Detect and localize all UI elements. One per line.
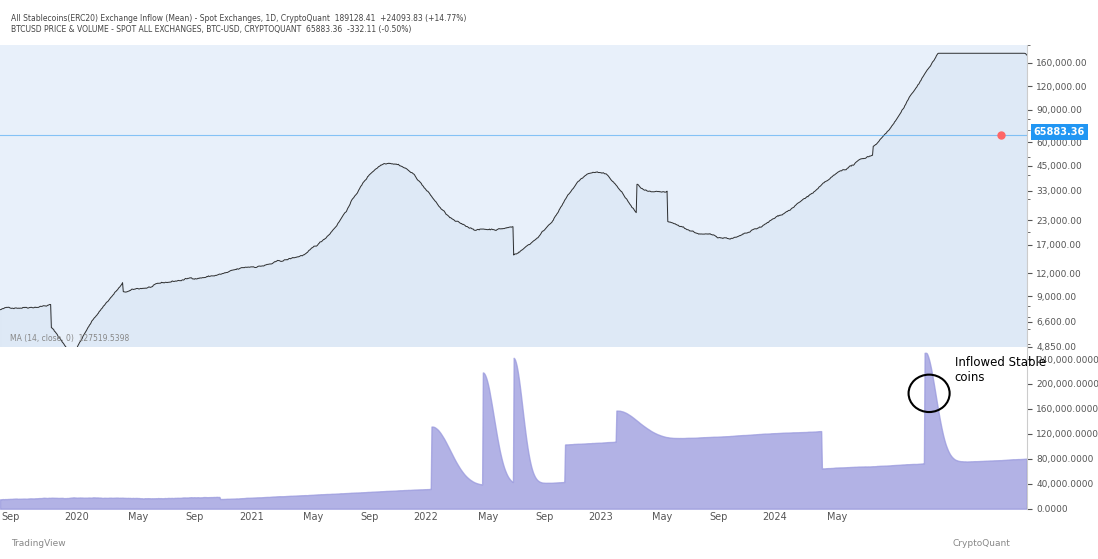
Text: Inflowed Stable
coins: Inflowed Stable coins xyxy=(955,356,1046,384)
Text: CryptoQuant: CryptoQuant xyxy=(952,539,1010,548)
Text: Sep: Sep xyxy=(186,512,204,522)
Text: MA (14, close, 0)  127519.5398: MA (14, close, 0) 127519.5398 xyxy=(10,334,130,343)
Text: TradingView: TradingView xyxy=(11,539,66,548)
Text: May: May xyxy=(652,512,672,522)
Text: May: May xyxy=(478,512,497,522)
Text: 2024: 2024 xyxy=(763,512,787,522)
Text: 65883.36: 65883.36 xyxy=(1033,127,1085,137)
Text: May: May xyxy=(827,512,847,522)
Text: Sep: Sep xyxy=(1,512,20,522)
Text: 2022: 2022 xyxy=(414,512,438,522)
Text: BTCUSD PRICE & VOLUME - SPOT ALL EXCHANGES, BTC-USD, CRYPTOQUANT  65883.36  -332: BTCUSD PRICE & VOLUME - SPOT ALL EXCHANG… xyxy=(11,25,412,34)
Text: 2020: 2020 xyxy=(65,512,89,522)
Text: 2023: 2023 xyxy=(589,512,613,522)
Text: All Stablecoins(ERC20) Exchange Inflow (Mean) - Spot Exchanges, 1D, CryptoQuant : All Stablecoins(ERC20) Exchange Inflow (… xyxy=(11,14,467,23)
Text: Sep: Sep xyxy=(535,512,553,522)
Text: May: May xyxy=(303,512,323,522)
Text: 2021: 2021 xyxy=(239,512,264,522)
Text: Sep: Sep xyxy=(360,512,379,522)
Text: Sep: Sep xyxy=(709,512,728,522)
Text: May: May xyxy=(128,512,148,522)
